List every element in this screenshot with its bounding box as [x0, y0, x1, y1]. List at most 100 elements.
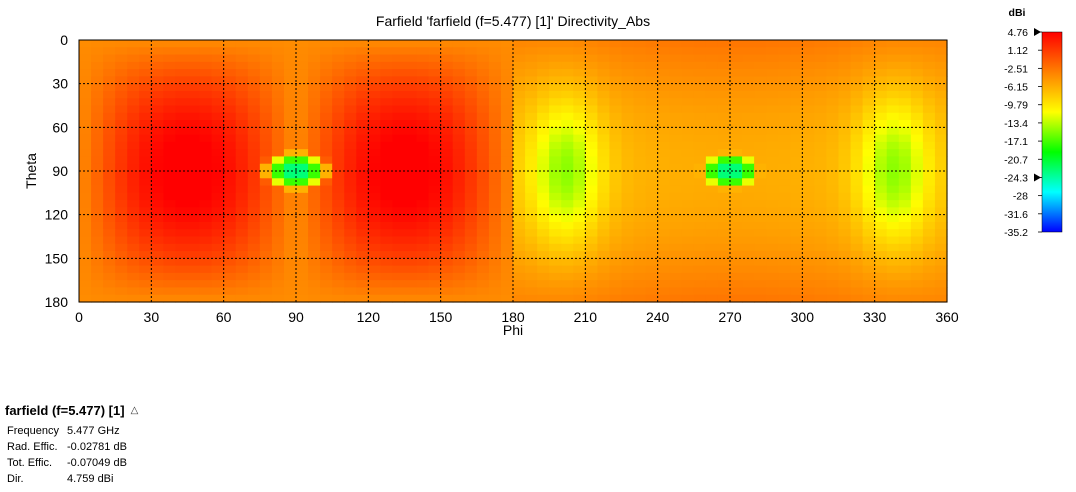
- heatmap-cell: [187, 178, 201, 187]
- heatmap-cell: [500, 61, 514, 70]
- heatmap-cell: [163, 149, 177, 158]
- collapse-chevron-icon[interactable]: △: [130, 405, 139, 416]
- heatmap-cell: [766, 294, 779, 303]
- heatmap-cell: [886, 207, 900, 216]
- heatmap-cell: [416, 163, 430, 172]
- heatmap-cell: [320, 149, 333, 158]
- heatmap-cell: [452, 272, 466, 281]
- heatmap-cell: [500, 90, 514, 99]
- colorbar-label: -17.1: [1004, 136, 1028, 148]
- heatmap-cell: [476, 287, 490, 296]
- heatmap-cell: [464, 112, 478, 121]
- heatmap-cell: [199, 258, 213, 267]
- heatmap-cell: [621, 207, 635, 216]
- colorbar-label: -31.6: [1004, 209, 1028, 221]
- heatmap-cell: [356, 265, 369, 274]
- info-label: Tot. Effic.: [7, 457, 53, 469]
- heatmap-cell: [778, 127, 791, 136]
- heatmap-cell: [247, 127, 261, 136]
- heatmap-cell: [693, 171, 707, 179]
- heatmap-cell: [247, 171, 261, 179]
- heatmap-cell: [778, 83, 791, 92]
- heatmap-cell: [235, 258, 249, 267]
- heatmap-cell: [898, 251, 912, 259]
- heatmap-cell: [500, 112, 514, 121]
- heatmap-cell: [296, 127, 309, 136]
- heatmap-cell: [223, 221, 237, 230]
- heatmap-cell: [898, 192, 912, 201]
- heatmap-cell: [488, 287, 502, 296]
- heatmap-cell: [91, 149, 104, 158]
- heatmap-cell: [344, 134, 357, 143]
- heatmap-cell: [356, 120, 369, 128]
- heatmap-cell: [103, 61, 116, 70]
- heatmap-cell: [271, 251, 285, 259]
- heatmap-cell: [826, 69, 840, 77]
- heatmap-cell: [464, 287, 478, 296]
- heatmap-cell: [356, 192, 369, 201]
- heatmap-cell: [609, 287, 623, 296]
- heatmap-cell: [838, 236, 852, 245]
- heatmap-cell: [513, 251, 526, 259]
- heatmap-cell: [621, 265, 635, 274]
- heatmap-cell: [235, 127, 249, 136]
- heatmap-cell: [561, 207, 574, 216]
- heatmap-cell: [464, 105, 478, 114]
- heatmap-cell: [742, 40, 755, 48]
- heatmap-cell: [283, 272, 297, 281]
- heatmap-cell: [850, 251, 864, 259]
- heatmap-cell: [199, 178, 213, 187]
- heatmap-cell: [705, 258, 719, 267]
- heatmap-cell: [488, 294, 502, 303]
- heatmap-cell: [187, 120, 201, 128]
- heatmap-cell: [500, 134, 514, 143]
- heatmap-cell: [742, 127, 755, 136]
- heatmap-cell: [934, 294, 948, 303]
- heatmap-cell: [826, 76, 840, 85]
- heatmap-cell: [103, 54, 116, 63]
- heatmap-cell: [139, 40, 152, 48]
- heatmap-cell: [428, 40, 442, 48]
- heatmap-cell: [500, 83, 514, 92]
- heatmap-cell: [826, 265, 840, 274]
- heatmap-cell: [549, 76, 562, 85]
- heatmap-cell: [296, 163, 309, 172]
- heatmap-cell: [705, 178, 719, 187]
- heatmap-cell: [874, 214, 888, 223]
- heatmap-cell: [766, 236, 779, 245]
- info-panel: farfield (f=5.477) [1] △ Frequency 5.477…: [5, 403, 138, 487]
- heatmap-cell: [826, 98, 840, 107]
- heatmap-cell: [597, 171, 611, 179]
- heatmap-cell: [525, 214, 538, 223]
- heatmap-cell: [790, 127, 803, 136]
- heatmap-cell: [838, 221, 852, 230]
- heatmap-cell: [597, 192, 611, 201]
- info-value: 5.477 GHz: [66, 425, 120, 437]
- heatmap-cell: [368, 83, 381, 92]
- heatmap-cell: [513, 163, 526, 172]
- heatmap-cell: [633, 163, 647, 172]
- heatmap-cell: [874, 272, 888, 281]
- heatmap-cell: [657, 54, 671, 63]
- heatmap-cell: [681, 61, 695, 70]
- heatmap-cell: [199, 83, 213, 92]
- heatmap-cell: [669, 207, 683, 216]
- heatmap-cell: [717, 258, 731, 267]
- heatmap-cell: [151, 287, 164, 296]
- heatmap-cell: [597, 98, 611, 107]
- heatmap-cell: [127, 258, 140, 267]
- heatmap-cell: [380, 54, 394, 63]
- heatmap-cell: [175, 280, 189, 289]
- heatmap-cell: [440, 287, 454, 296]
- heatmap-cell: [778, 171, 791, 179]
- heatmap-cell: [392, 105, 406, 114]
- heatmap-cell: [392, 200, 406, 208]
- heatmap-cell: [645, 134, 659, 143]
- heatmap-cell: [922, 90, 936, 99]
- heatmap-cell: [645, 280, 659, 289]
- heatmap-cell: [826, 127, 840, 136]
- heatmap-cell: [464, 69, 478, 77]
- heatmap-cell: [681, 272, 695, 281]
- heatmap-cell: [103, 178, 116, 187]
- heatmap-cell: [645, 47, 659, 56]
